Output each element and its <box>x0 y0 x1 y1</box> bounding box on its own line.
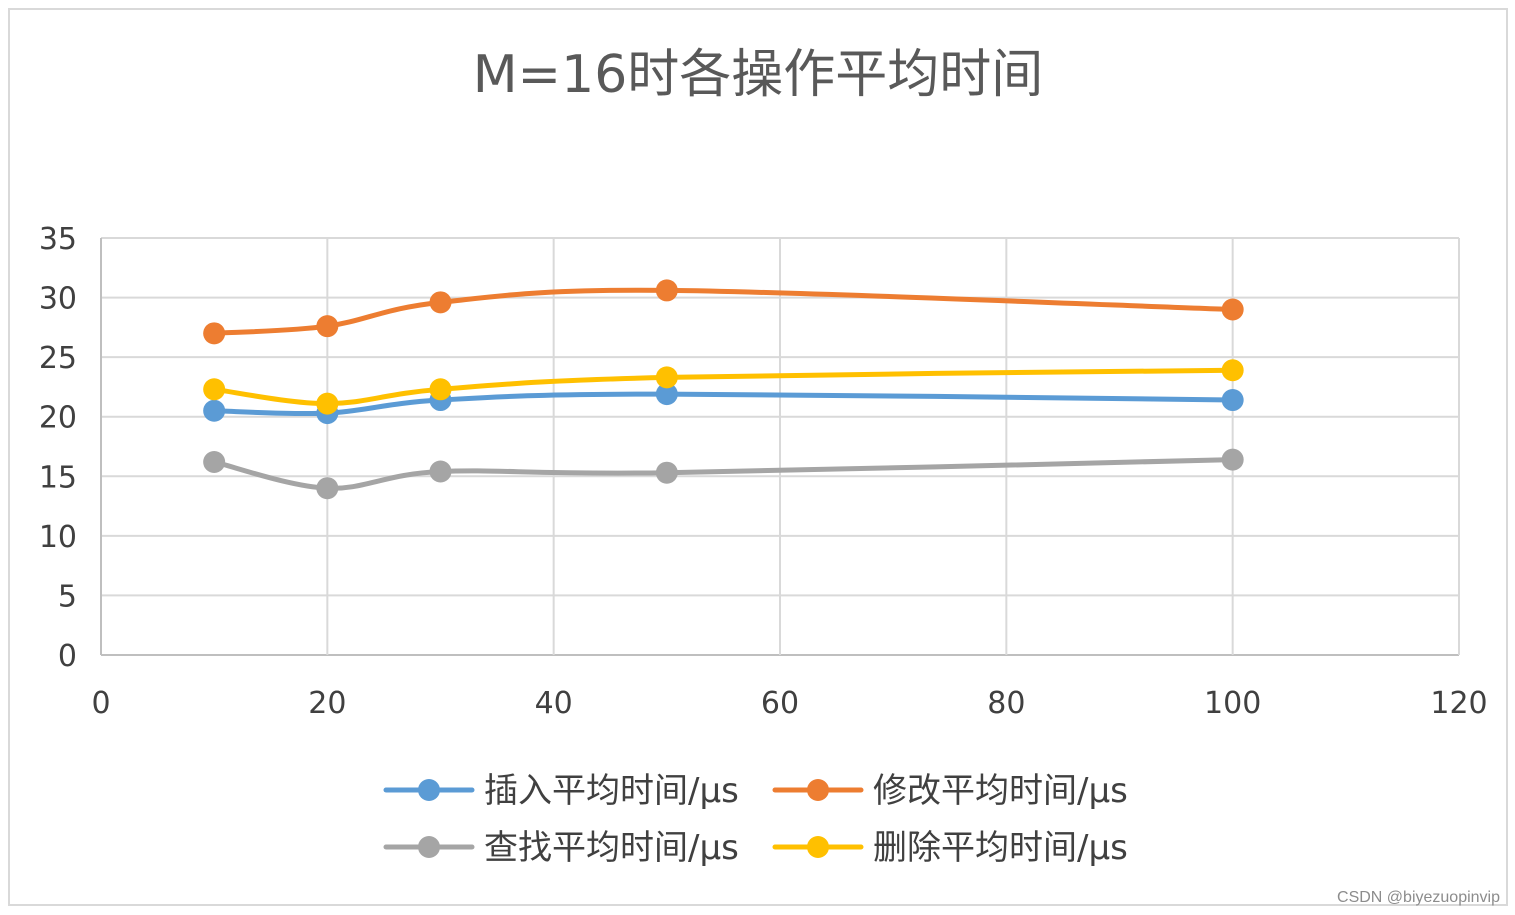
x-tick-label: 120 <box>1430 686 1487 721</box>
y-tick-label: 35 <box>39 222 77 257</box>
watermark: CSDN @biyezuopinvip <box>1337 889 1500 906</box>
legend-swatch-marker <box>418 836 440 858</box>
data-point <box>1221 448 1244 471</box>
series-1 <box>203 383 1244 425</box>
chart-frame <box>8 8 1508 906</box>
legend-entry: 修改平均时间/μs <box>772 771 1128 811</box>
data-point <box>429 460 452 483</box>
y-tick-label: 20 <box>39 401 77 436</box>
legend: 插入平均时间/μs 修改平均时间/μs 查找平均时间/μs 删除平均时间/μs <box>383 771 1128 868</box>
axes: 0 5 10 15 20 25 30 35 0 20 40 60 80 100 120 <box>39 222 1488 721</box>
data-point <box>1221 298 1244 321</box>
series-2 <box>203 279 1244 345</box>
series-line <box>211 391 1236 417</box>
data-point <box>1221 389 1244 412</box>
legend-entry: 查找平均时间/μs <box>383 828 739 868</box>
data-point <box>316 392 339 415</box>
x-tick-label: 20 <box>308 686 346 721</box>
legend-swatch-marker <box>807 779 829 801</box>
series-group <box>203 279 1244 500</box>
data-point <box>203 450 226 473</box>
legend-entry: 删除平均时间/μs <box>772 828 1128 868</box>
series-4 <box>203 359 1244 415</box>
legend-swatch-marker <box>807 836 829 858</box>
series-3 <box>203 448 1244 500</box>
data-point <box>655 279 678 302</box>
y-tick-label: 30 <box>39 282 77 317</box>
data-point <box>316 315 339 338</box>
x-tick-label: 80 <box>987 686 1025 721</box>
legend-label: 修改平均时间/μs <box>873 771 1128 811</box>
legend-entry: 插入平均时间/μs <box>383 771 739 811</box>
legend-label: 删除平均时间/μs <box>873 828 1128 868</box>
chart-title: M=16时各操作平均时间 <box>473 45 1044 105</box>
data-point <box>203 378 226 401</box>
data-point <box>429 378 452 401</box>
x-tick-label: 60 <box>761 686 799 721</box>
data-point <box>316 477 339 500</box>
data-point <box>1221 359 1244 382</box>
y-tick-label: 0 <box>58 639 77 674</box>
x-tick-label: 100 <box>1204 686 1261 721</box>
x-tick-label: 0 <box>91 686 110 721</box>
y-tick-label: 5 <box>58 579 77 614</box>
x-tick-label: 40 <box>535 686 573 721</box>
y-tick-label: 15 <box>39 460 77 495</box>
legend-swatch-marker <box>418 779 440 801</box>
data-point <box>655 366 678 389</box>
legend-label: 查找平均时间/μs <box>484 828 739 868</box>
data-point <box>655 461 678 484</box>
data-point <box>203 322 226 345</box>
legend-label: 插入平均时间/μs <box>484 771 739 811</box>
series-line <box>211 457 1236 491</box>
grid <box>100 237 1460 656</box>
data-point <box>655 383 678 406</box>
data-point <box>429 291 452 314</box>
y-tick-label: 10 <box>39 520 77 555</box>
y-tick-label: 25 <box>39 341 77 376</box>
data-point <box>203 399 226 422</box>
